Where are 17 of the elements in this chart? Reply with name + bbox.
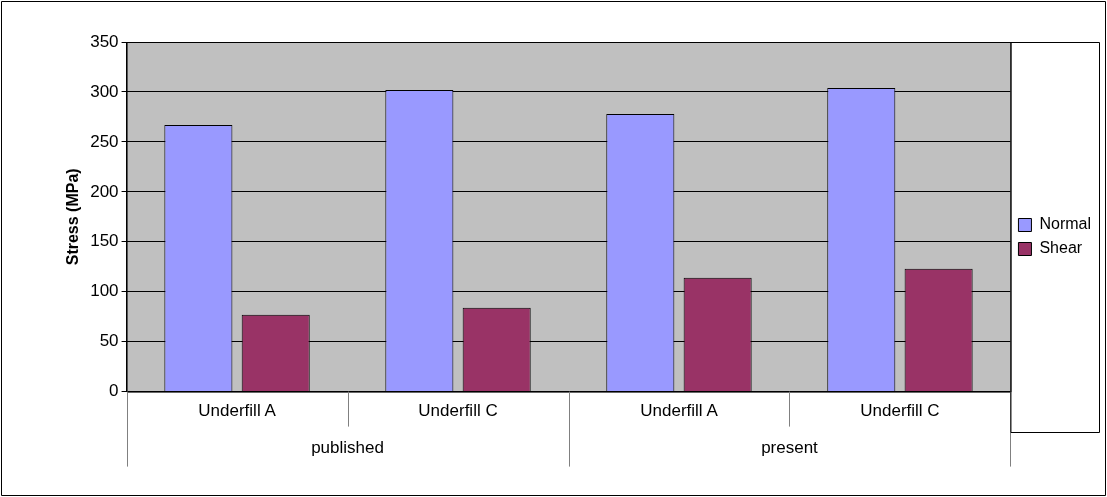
y-tick-label: 200 bbox=[90, 181, 119, 201]
y-tick-label: 0 bbox=[109, 381, 119, 401]
x-tick-label: Underfill C bbox=[418, 401, 498, 421]
text: published bbox=[311, 438, 384, 458]
x-tick-label: Underfill A bbox=[198, 401, 277, 421]
y-tick-label: 50 bbox=[99, 331, 119, 351]
y-tick-label: 350 bbox=[90, 31, 119, 51]
y-axis-title: Stress (MPa) bbox=[64, 168, 82, 266]
x-tick-label: Underfill A bbox=[640, 401, 719, 421]
text: present bbox=[761, 438, 819, 458]
x-tick-label: Underfill C bbox=[860, 401, 940, 421]
y-tick-label: 150 bbox=[90, 231, 119, 251]
legend-label: Shear bbox=[1039, 239, 1083, 257]
legend-label: Normal bbox=[1039, 215, 1091, 233]
y-tick-label: 100 bbox=[90, 281, 119, 301]
y-tick-label: 250 bbox=[90, 131, 119, 151]
y-tick-label: 300 bbox=[90, 81, 119, 101]
